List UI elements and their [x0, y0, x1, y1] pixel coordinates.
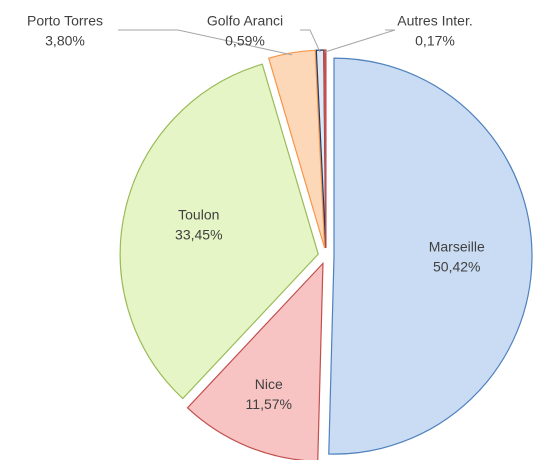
value-label: 0,59% — [225, 33, 265, 49]
leader-line — [300, 29, 321, 53]
pie-slice — [119, 63, 319, 400]
category-label: Toulon — [178, 206, 219, 222]
leader-line — [324, 29, 396, 53]
value-label: 33,45% — [175, 226, 222, 242]
pie-slice — [186, 261, 324, 460]
pie-slice — [328, 57, 533, 455]
value-label: 11,57% — [246, 396, 292, 412]
pie-slice — [267, 49, 326, 249]
value-label: 0,17% — [415, 33, 455, 49]
category-label: Marseille — [429, 238, 485, 254]
leader-line — [118, 29, 293, 56]
category-label: Autres Inter. — [397, 13, 472, 29]
category-label: Nice — [255, 376, 283, 392]
category-label: Porto Torres — [27, 13, 103, 29]
category-label: Golfo Aranci — [207, 13, 283, 29]
value-label: 50,42% — [433, 258, 480, 274]
pie-slice — [323, 49, 327, 249]
value-label: 3,80% — [45, 33, 85, 49]
